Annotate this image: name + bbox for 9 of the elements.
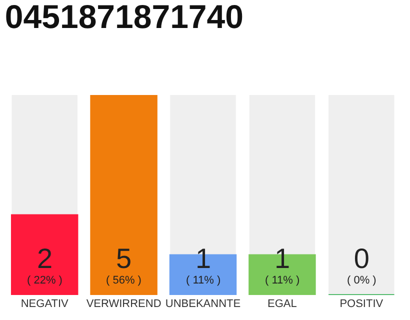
x-tick-label: UNBEKANNTE <box>165 298 241 310</box>
x-tick-label: EGAL <box>268 298 297 310</box>
data-label: 2 ( 22% ) <box>27 243 62 287</box>
x-tick-label: POSITIV <box>340 298 384 310</box>
data-label: 5 ( 56% ) <box>106 243 142 287</box>
x-tick-label: VERWIRREND <box>86 298 162 310</box>
chart-title: 0451871871740 <box>4 0 244 35</box>
data-label: 0 ( 0% ) <box>347 243 376 287</box>
x-tick-label: NEGATIV <box>20 298 69 310</box>
